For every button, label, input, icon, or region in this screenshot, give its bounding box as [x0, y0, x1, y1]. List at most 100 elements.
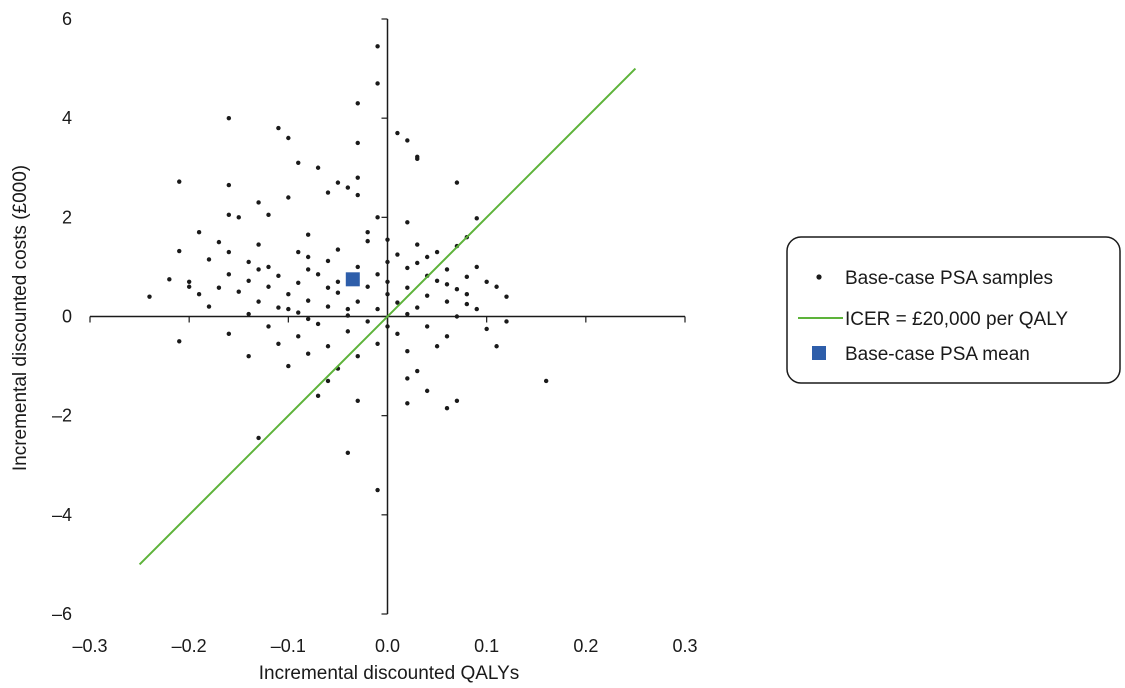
- sample-point: [375, 81, 380, 86]
- sample-point: [305, 351, 311, 356]
- sample-point: [444, 406, 450, 411]
- sample-point: [464, 274, 470, 280]
- sample-point: [315, 272, 321, 277]
- sample-point: [305, 232, 311, 237]
- sample-point: [405, 265, 410, 271]
- sample-point: [196, 291, 202, 297]
- sample-point: [365, 230, 370, 235]
- legend-box: [786, 236, 1121, 384]
- x-tick-label: 0.0: [375, 636, 400, 656]
- sample-point: [325, 344, 331, 349]
- sample-point: [305, 254, 311, 260]
- sample-point: [375, 306, 380, 312]
- sample-point: [276, 341, 281, 346]
- sample-point: [196, 230, 202, 235]
- sample-point: [355, 175, 360, 180]
- sample-point: [345, 329, 351, 334]
- sample-point: [464, 291, 470, 297]
- sample-point: [167, 277, 172, 282]
- sample-point: [177, 339, 182, 344]
- sample-point: [474, 216, 479, 221]
- sample-point: [385, 237, 390, 242]
- sample-point: [256, 242, 261, 247]
- sample-point: [385, 279, 390, 284]
- sample-point: [405, 311, 410, 317]
- sample-point: [256, 299, 261, 304]
- sample-point: [424, 388, 430, 394]
- sample-point: [424, 324, 430, 329]
- sample-point: [424, 254, 430, 260]
- sample-point: [385, 259, 390, 265]
- sample-point: [484, 326, 489, 332]
- x-tick-label: 0.2: [573, 636, 598, 656]
- y-tick-label: –4: [52, 505, 72, 525]
- sample-point: [494, 284, 499, 289]
- y-tick-label: 2: [62, 207, 72, 227]
- sample-point: [444, 299, 450, 304]
- sample-point: [405, 349, 410, 354]
- sample-point: [375, 215, 380, 220]
- y-tick-label: 0: [62, 307, 72, 327]
- x-tick-label: –0.1: [271, 636, 306, 656]
- legend-mean-label: Base-case PSA mean: [845, 344, 1030, 365]
- sample-point: [276, 273, 281, 279]
- icer-line: [138, 67, 637, 566]
- sample-point: [335, 279, 341, 284]
- sample-point: [286, 135, 291, 141]
- sample-point: [405, 376, 410, 381]
- sample-point: [395, 300, 400, 305]
- sample-point: [286, 306, 291, 312]
- y-tick-label: –6: [52, 604, 72, 624]
- sample-point: [375, 272, 380, 277]
- sample-point: [415, 368, 420, 374]
- sample-point: [286, 291, 291, 297]
- sample-point: [325, 285, 331, 290]
- sample-point: [147, 294, 152, 299]
- sample-point: [464, 301, 470, 307]
- sample-point: [345, 306, 351, 312]
- sample-point: [415, 260, 420, 266]
- sample-point: [434, 278, 440, 283]
- y-tick-label: –2: [52, 406, 72, 426]
- sample-point: [305, 316, 311, 322]
- sample-point: [266, 212, 271, 218]
- sample-point: [305, 267, 311, 272]
- sample-point: [226, 212, 232, 218]
- sample-point: [266, 264, 271, 270]
- sample-point: [206, 304, 212, 309]
- sample-point: [246, 311, 251, 317]
- sample-point: [444, 282, 450, 287]
- sample-point: [266, 284, 271, 289]
- y-axis-title: Incremental discounted costs (£000): [10, 165, 31, 471]
- sample-point: [256, 435, 261, 441]
- sample-point: [355, 299, 360, 304]
- sample-point: [365, 319, 370, 324]
- sample-point: [216, 285, 222, 290]
- sample-point: [276, 305, 281, 310]
- sample-point: [296, 310, 301, 315]
- sample-point: [454, 398, 460, 403]
- sample-point: [256, 267, 261, 272]
- sample-point: [246, 259, 251, 265]
- y-tick-label: 6: [62, 9, 72, 29]
- sample-point: [286, 195, 291, 200]
- sample-point: [385, 324, 390, 329]
- sample-point: [186, 284, 192, 289]
- sample-point: [325, 258, 331, 264]
- legend: Base-case PSA samples ICER = £20,000 per…: [786, 236, 1121, 384]
- sample-point: [454, 314, 460, 319]
- sample-point: [355, 192, 360, 198]
- sample-point: [206, 257, 212, 262]
- sample-point: [315, 165, 321, 170]
- sample-point: [543, 378, 549, 384]
- sample-point: [434, 249, 440, 255]
- sample-point: [434, 344, 440, 349]
- sample-point: [474, 306, 479, 312]
- sample-point: [186, 279, 192, 284]
- sample-point: [266, 324, 271, 329]
- sample-point: [216, 239, 222, 245]
- sample-point: [325, 378, 331, 384]
- sample-point: [315, 321, 321, 327]
- sample-point: [444, 267, 450, 272]
- sample-points: [147, 44, 549, 493]
